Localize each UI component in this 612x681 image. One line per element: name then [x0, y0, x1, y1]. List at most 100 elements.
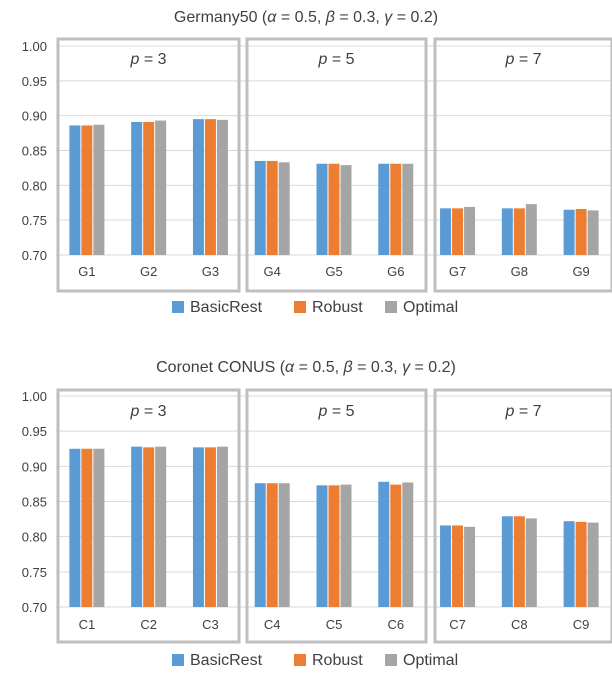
chart-title-part: = 0.2) — [410, 359, 456, 376]
category-label: C9 — [573, 617, 590, 632]
y-tick-label: 0.70 — [22, 600, 47, 615]
chart-title-part: = 0.2) — [392, 9, 438, 26]
chart-title-part: β — [325, 9, 335, 26]
bar-optimal-c7 — [464, 526, 476, 607]
chart-title-part: = 0.3, — [353, 359, 402, 376]
bar-robust-c8 — [513, 516, 525, 607]
bar-optimal-g5 — [340, 165, 352, 255]
group-label-var: p — [129, 51, 139, 68]
bar-robust-c4 — [266, 483, 278, 607]
bar-optimal-c2 — [155, 446, 167, 607]
bar-basicrest-g9 — [563, 209, 575, 255]
bar-optimal-g7 — [464, 206, 476, 255]
bar-basicrest-c4 — [254, 483, 266, 607]
chart-panel-2: Coronet CONUS (α = 0.5, β = 0.3, γ = 0.2… — [22, 359, 612, 669]
bar-basicrest-c8 — [501, 516, 513, 607]
group-label-var: p — [504, 403, 514, 420]
bar-basicrest-c9 — [563, 521, 575, 607]
bar-optimal-g1 — [93, 124, 105, 256]
bar-robust-c7 — [452, 525, 464, 607]
group-label-rest: = 7 — [514, 403, 541, 420]
bar-robust-g4 — [266, 160, 278, 255]
bar-robust-g5 — [328, 163, 340, 255]
group-label: p = 3 — [129, 403, 166, 420]
bar-basicrest-c3 — [192, 447, 204, 607]
legend-swatch — [172, 654, 184, 666]
bar-robust-g1 — [81, 125, 93, 255]
legend-swatch — [294, 301, 306, 313]
bar-basicrest-g3 — [192, 119, 204, 256]
bar-optimal-g6 — [402, 163, 414, 255]
category-label: C3 — [202, 617, 219, 632]
bar-basicrest-g2 — [131, 121, 143, 255]
legend-swatch — [172, 301, 184, 313]
bar-robust-c3 — [204, 447, 216, 607]
group-label-var: p — [317, 51, 327, 68]
group-label: p = 7 — [504, 403, 541, 420]
chart-title-part: Germany50 ( — [174, 9, 268, 26]
bar-robust-g6 — [390, 163, 402, 255]
category-label: G9 — [572, 264, 589, 279]
category-label: G8 — [511, 264, 528, 279]
bar-robust-g7 — [452, 208, 464, 255]
chart-title-part: α — [267, 9, 277, 26]
group-label-rest: = 5 — [327, 403, 354, 420]
chart-title-part: = 0.3, — [335, 9, 384, 26]
category-label: C4 — [264, 617, 281, 632]
bar-optimal-c4 — [278, 483, 290, 607]
bar-robust-c5 — [328, 485, 340, 607]
group-box — [433, 388, 612, 644]
y-tick-label: 0.80 — [22, 530, 47, 545]
bar-optimal-c9 — [587, 522, 599, 607]
bar-optimal-c6 — [402, 482, 414, 607]
group-label: p = 5 — [317, 403, 354, 420]
legend-item-optimal: Optimal — [385, 652, 458, 669]
y-tick-label: 0.70 — [22, 248, 47, 263]
legend-item-robust: Robust — [294, 299, 363, 316]
y-tick-label: 1.00 — [22, 39, 47, 54]
bar-optimal-g3 — [216, 119, 228, 255]
bar-optimal-g2 — [155, 120, 167, 255]
bar-basicrest-c6 — [378, 481, 390, 607]
y-tick-label: 0.95 — [22, 424, 47, 439]
chart-title: Germany50 (α = 0.5, β = 0.3, γ = 0.2) — [174, 9, 438, 26]
group-label-rest: = 3 — [139, 51, 166, 68]
legend-item-basicrest: BasicRest — [172, 299, 263, 316]
y-tick-label: 0.75 — [22, 213, 47, 228]
category-label: C7 — [449, 617, 466, 632]
bar-robust-g8 — [513, 208, 525, 255]
category-label: G7 — [449, 264, 466, 279]
chart-title-part: = 0.5, — [294, 359, 343, 376]
group-label: p = 7 — [504, 51, 541, 68]
bar-basicrest-c2 — [131, 446, 143, 607]
category-label: C5 — [326, 617, 343, 632]
bar-basicrest-c5 — [316, 485, 328, 607]
category-label: G6 — [387, 264, 404, 279]
bar-basicrest-g8 — [501, 208, 513, 255]
bar-optimal-c1 — [93, 448, 105, 607]
group-box — [56, 37, 241, 293]
chart-title-part: γ — [402, 359, 411, 376]
legend-label: Optimal — [403, 652, 458, 669]
bar-optimal-c8 — [525, 518, 537, 607]
bar-basicrest-g4 — [254, 160, 266, 255]
y-tick-label: 1.00 — [22, 389, 47, 404]
legend-item-robust: Robust — [294, 652, 363, 669]
chart-title-part: α — [285, 359, 295, 376]
group-label-var: p — [129, 403, 139, 420]
chart-title: Coronet CONUS (α = 0.5, β = 0.3, γ = 0.2… — [156, 359, 456, 376]
bar-optimal-c5 — [340, 484, 352, 607]
group-box — [245, 388, 428, 644]
group-box — [245, 37, 428, 293]
bar-robust-c2 — [143, 447, 155, 607]
y-tick-label: 0.90 — [22, 109, 47, 124]
y-tick-label: 0.85 — [22, 144, 47, 159]
legend-label: Robust — [312, 299, 363, 316]
category-label: C6 — [387, 617, 404, 632]
chart-title-part: β — [343, 359, 353, 376]
category-label: C8 — [511, 617, 528, 632]
bar-basicrest-g6 — [378, 163, 390, 255]
bar-basicrest-g5 — [316, 163, 328, 255]
